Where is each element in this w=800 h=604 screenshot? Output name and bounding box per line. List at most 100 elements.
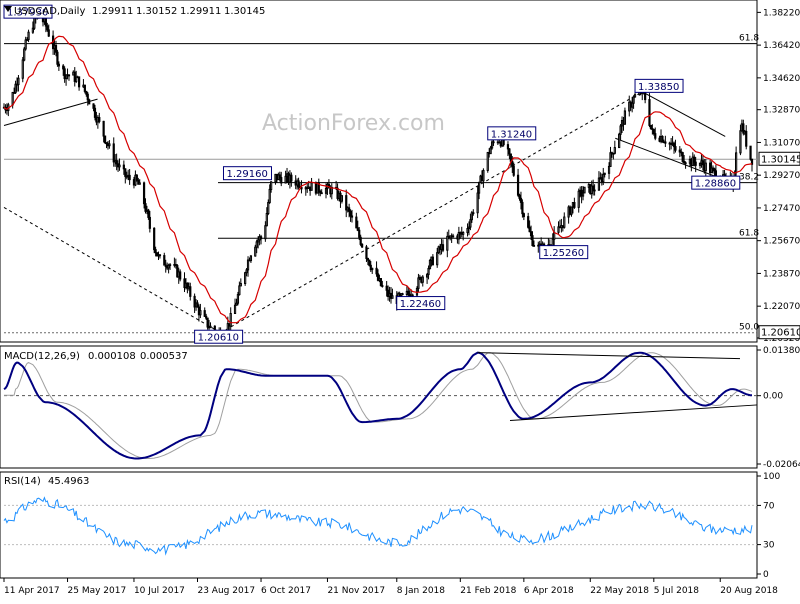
candle-body [137,179,140,185]
chart-header: USDCAD,Daily 1.29911 1.30152 1.29911 1.3… [4,6,265,17]
y-tick-label: 1.36420 [763,41,800,51]
candle-body [489,147,492,155]
candle-body [317,182,320,192]
candle-body [297,180,300,188]
y-tick-label: 1.23870 [763,269,800,279]
candle-body [446,235,449,251]
candle-body [167,264,170,269]
candle-body [67,74,71,77]
candle-body [683,160,686,164]
candle-body [684,162,687,165]
candle-body [142,182,146,205]
candle-body [467,226,471,230]
macd-trendline [477,352,741,360]
macd-header: MACD(12,26,9) 0.000108 0.000537 [4,351,188,362]
candle-body [425,274,429,278]
x-tick-label: 21 Nov 2017 [327,586,385,596]
candle-body [551,238,554,247]
candle-body [457,231,460,240]
candle-body [521,201,524,215]
rsi-indicator-name: RSI(14) [4,476,41,487]
candle-body [320,192,323,195]
candle-body [486,152,489,171]
x-tick-label: 20 Aug 2018 [720,586,778,596]
candle-body [648,99,651,126]
candle-body [672,142,676,148]
candle-body [613,147,616,154]
candle-body [528,226,531,233]
triangle-down-icon[interactable] [4,6,12,12]
fib-level-label: 38.2 [739,173,759,183]
macd-y-tick-label: -0.020648 [763,460,800,470]
candle-body [649,124,653,130]
candle-body [577,190,580,208]
price-callout-box [396,296,446,311]
candle-body [436,252,439,266]
candle-body [573,202,576,208]
candle-body [735,152,738,174]
candle-body [135,174,138,181]
candle-body [21,59,24,79]
y-tick-label: 1.25670 [763,237,800,247]
candle-body [264,225,267,240]
channel-upper [642,91,726,137]
candle-body [280,177,283,184]
candle-body [189,286,192,297]
y-tick-label: 1.34620 [763,74,800,84]
price-callout-label: 1.20610 [198,333,239,344]
fib-level-label: 61.8 [739,34,759,44]
price-callout-box [539,245,589,260]
candle-body [340,195,344,202]
candle-body [245,269,248,274]
candle-body [512,165,515,176]
candle-body [319,190,322,194]
candle-body [348,207,351,212]
candle-body [631,102,634,108]
rsi-y-tick-label: 30 [763,541,775,551]
y-tick-label: 1.27470 [763,204,800,214]
x-tick-label: 11 Apr 2017 [4,586,60,596]
candle-body [350,215,354,218]
time-axis: 11 Apr 2017 25 May 2017 10 Jul 2017 23 Aug … [3,578,778,596]
candle-body [519,197,523,203]
candle-body [417,277,420,289]
candle-body [469,219,472,228]
candle-body [602,173,605,183]
candle-body [704,162,707,172]
x-tick-label: 23 Aug 2017 [197,586,255,596]
candle-body [492,141,495,144]
candle-body [470,212,473,221]
candle-body [563,216,566,228]
candle-body [75,76,78,82]
candle-body [518,194,521,199]
candle-body [77,76,81,88]
candle-body [54,44,58,53]
candle-body [365,246,368,259]
x-tick-label: 6 Apr 2018 [524,586,574,596]
macd-main-line [3,351,752,460]
candle-body [609,152,612,167]
macd-value-signal: 0.000537 [140,351,188,362]
candle-body [154,249,157,254]
candle-body [257,239,260,243]
candle-body [623,110,627,125]
candle-body [205,315,208,319]
candle-body [506,144,510,150]
high-value: 1.30152 [136,6,177,17]
candle-body [427,267,430,276]
candle-body [158,254,162,257]
rsi-plot: 100 70 30 0 [3,472,780,580]
candle-body [407,290,410,295]
candle-body [472,212,475,215]
candle-body [674,146,677,151]
candle-body [105,142,108,145]
candle-body [632,96,635,104]
y-tick-label: 1.31070 [763,138,800,148]
candle-body [324,187,328,194]
candle-body [451,235,455,238]
candle-body [345,195,348,211]
candle-body [371,267,374,271]
channel-lower [615,137,732,184]
